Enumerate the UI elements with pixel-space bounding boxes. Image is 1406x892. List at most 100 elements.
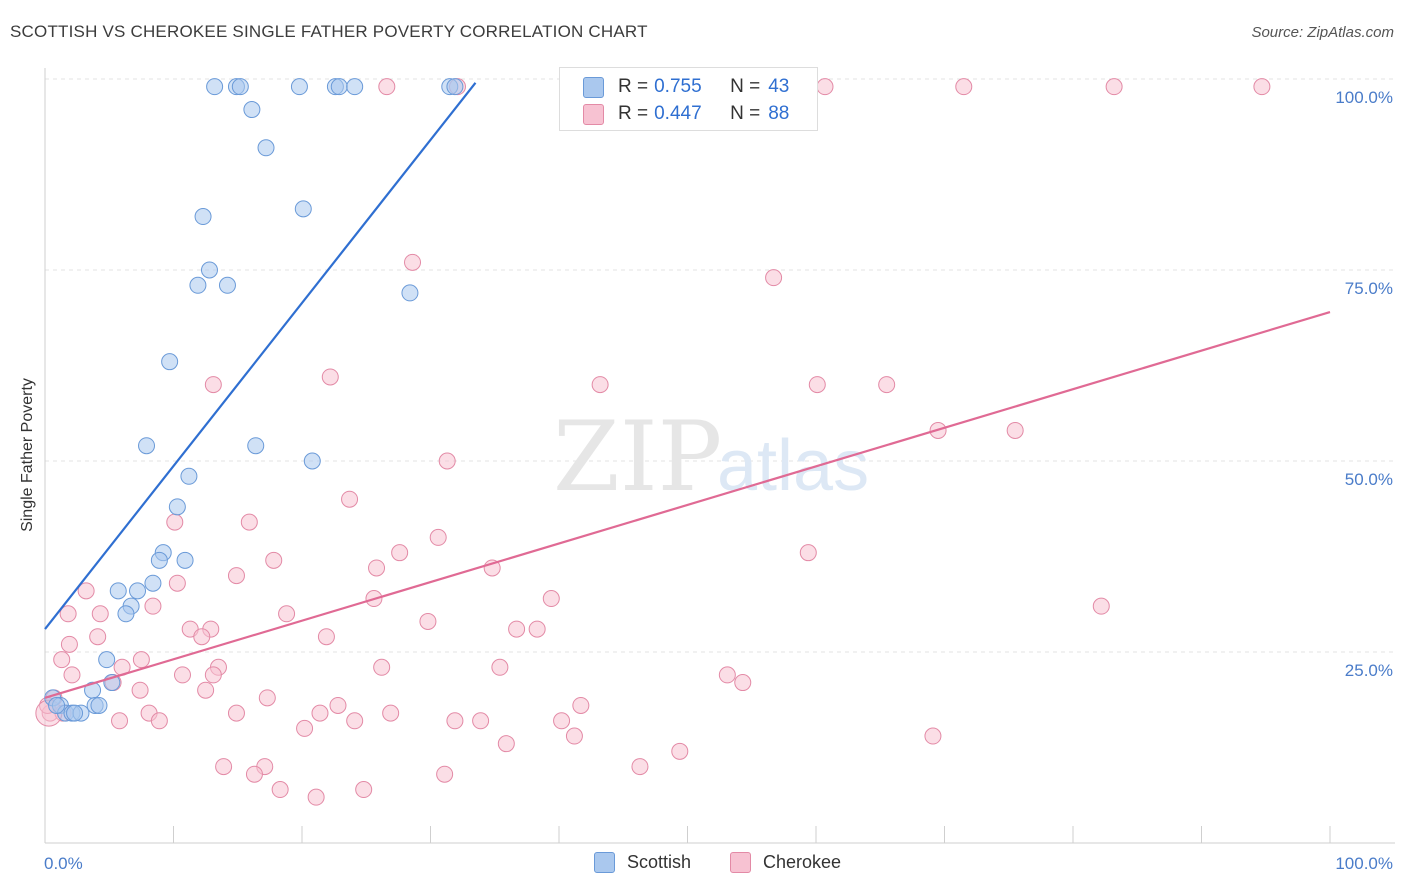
data-point: [491, 658, 509, 676]
data-point: [60, 635, 78, 653]
data-point: [98, 651, 116, 669]
data-point: [48, 696, 66, 714]
data-point: [111, 712, 129, 730]
data-point: [218, 276, 236, 294]
data-point: [346, 78, 364, 96]
data-point: [117, 605, 135, 623]
trendlines: [44, 82, 1331, 699]
data-point: [446, 78, 464, 96]
legend-swatch-cherokee: [730, 852, 751, 873]
y-tick-label: 25.0%: [1345, 661, 1393, 680]
data-point: [321, 368, 339, 386]
data-point: [173, 666, 191, 684]
data-point: [231, 78, 249, 96]
n-value: 88: [768, 103, 790, 124]
data-point: [257, 139, 275, 157]
data-point: [401, 284, 419, 302]
x-tick-label: 0.0%: [44, 854, 83, 873]
data-point: [808, 376, 826, 394]
data-point: [204, 666, 222, 684]
data-point: [718, 666, 736, 684]
data-point: [168, 498, 186, 516]
n-label: N =: [730, 76, 761, 97]
data-point: [734, 674, 752, 692]
data-point: [472, 712, 490, 730]
legend-item-cherokee[interactable]: Cherokee: [730, 852, 841, 873]
data-point: [168, 574, 186, 592]
legend-swatch-scottish: [583, 76, 604, 98]
data-point: [59, 605, 77, 623]
data-point: [243, 101, 261, 119]
y-tick-label: 100.0%: [1335, 88, 1393, 107]
data-point: [924, 727, 942, 745]
n-label: N =: [730, 103, 761, 124]
r-value: 0.447: [654, 103, 702, 124]
watermark-atlas: atlas: [717, 426, 869, 506]
data-point: [227, 567, 245, 585]
trendline-cherokee: [44, 310, 1331, 699]
data-point: [436, 765, 454, 783]
data-point: [553, 712, 571, 730]
data-point: [816, 78, 834, 96]
y-tick-label: 75.0%: [1345, 279, 1393, 298]
grid-lines: [45, 78, 1395, 653]
data-point: [955, 78, 973, 96]
y-tick-label: 50.0%: [1345, 470, 1393, 489]
data-point: [631, 758, 649, 776]
data-point: [591, 376, 609, 394]
data-point: [296, 719, 314, 737]
data-point: [542, 590, 560, 608]
data-point: [129, 582, 147, 600]
x-tick-label: 100.0%: [1335, 854, 1393, 873]
data-point: [215, 758, 233, 776]
data-point: [368, 559, 386, 577]
data-point: [290, 78, 308, 96]
series-scottish: [44, 78, 464, 722]
r-label: R =: [618, 103, 649, 124]
data-point: [53, 651, 71, 669]
data-point: [311, 704, 329, 722]
data-point: [138, 437, 156, 455]
r-label: R =: [618, 76, 649, 97]
data-point: [150, 551, 168, 569]
data-point: [91, 605, 109, 623]
data-point: [317, 628, 335, 646]
data-point: [419, 612, 437, 630]
data-point: [508, 620, 526, 638]
data-point: [1006, 421, 1024, 439]
data-point: [265, 551, 283, 569]
data-point: [245, 765, 263, 783]
data-point: [572, 696, 590, 714]
data-point: [66, 704, 84, 722]
data-point: [258, 689, 276, 707]
data-point: [438, 452, 456, 470]
data-point: [150, 712, 168, 730]
data-point: [373, 658, 391, 676]
data-point: [330, 78, 348, 96]
data-point: [166, 513, 184, 531]
data-point: [329, 696, 347, 714]
legend-swatch-cherokee: [583, 103, 604, 125]
data-point: [1092, 597, 1110, 615]
data-point: [278, 605, 296, 623]
data-point: [109, 582, 127, 600]
data-point: [799, 544, 817, 562]
legend-label-scottish: Scottish: [627, 852, 692, 872]
data-point: [497, 735, 515, 753]
data-point: [1105, 78, 1123, 96]
data-point: [200, 261, 218, 279]
data-point: [144, 597, 162, 615]
legend-swatch-scottish: [594, 852, 615, 873]
data-point: [227, 704, 245, 722]
legend-item-scottish[interactable]: Scottish: [594, 852, 691, 873]
data-point: [144, 574, 162, 592]
data-point: [131, 681, 149, 699]
r-value: 0.755: [654, 76, 702, 97]
data-point: [446, 712, 464, 730]
chart-title: SCOTTISH VS CHEROKEE SINGLE FATHER POVER…: [10, 22, 648, 41]
tick-labels: 100.0% 75.0% 50.0% 25.0% 0.0% 100.0%: [44, 88, 1393, 873]
watermark: ZIP atlas: [553, 401, 869, 513]
data-point: [90, 696, 108, 714]
data-point: [346, 712, 364, 730]
